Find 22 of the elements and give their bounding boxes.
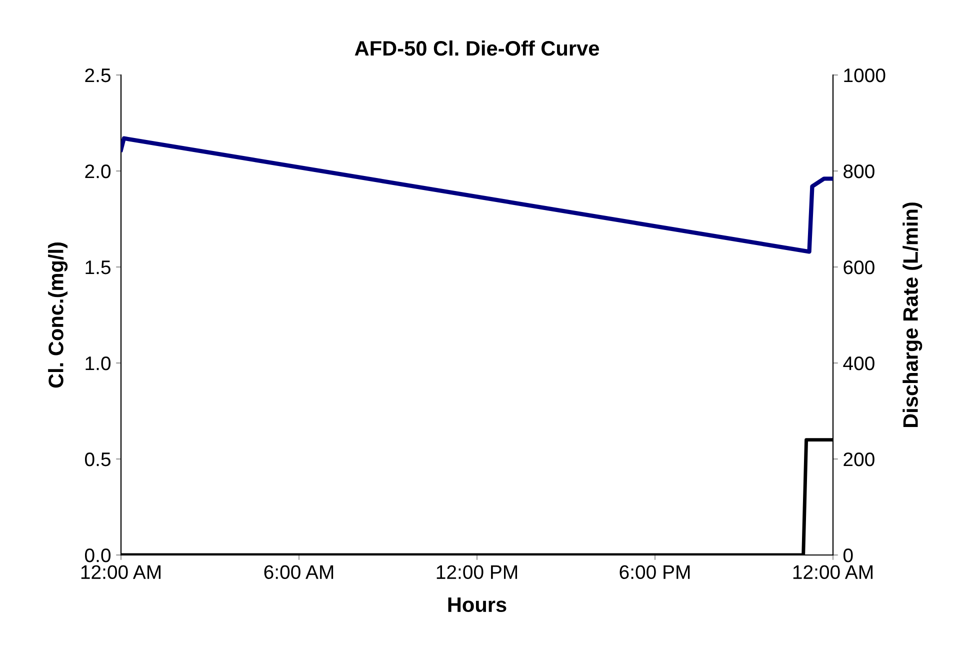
x-tick-label: 6:00 PM	[620, 565, 690, 580]
x-tick-label: 12:00 PM	[436, 565, 518, 580]
y-tick-label: 2.0	[85, 164, 111, 178]
x-tick-label: 12:00 AM	[81, 565, 160, 580]
y2-tick-label: 600	[844, 260, 874, 274]
x-tick-label: 6:00 AM	[264, 565, 334, 580]
y2-tick-label: 0	[843, 548, 853, 562]
line-series	[121, 136, 833, 254]
y-tick-label: 2.5	[85, 68, 110, 82]
y2-tick-label: 800	[844, 164, 874, 178]
y-tick-label: 0.5	[85, 452, 110, 466]
y2-tick-label: 400	[843, 356, 874, 370]
y2-tick-label: 1000	[844, 68, 886, 82]
chart-title: AFD-50 Cl. Die-Off Curve	[354, 40, 599, 56]
y2-axis-title: Discharge Rate (L/min)	[902, 202, 922, 428]
y-tick-label: 1.0	[86, 356, 111, 370]
y2-tick-label: 200	[844, 452, 874, 466]
y-tick-label: 1.5	[86, 260, 110, 274]
x-tick-label: 12:00 AM	[793, 565, 872, 580]
y-axis-title: Cl. Conc.(mg/l)	[48, 242, 68, 388]
y-tick-label: 0.0	[85, 548, 111, 562]
x-axis-title: Hours	[448, 598, 506, 612]
